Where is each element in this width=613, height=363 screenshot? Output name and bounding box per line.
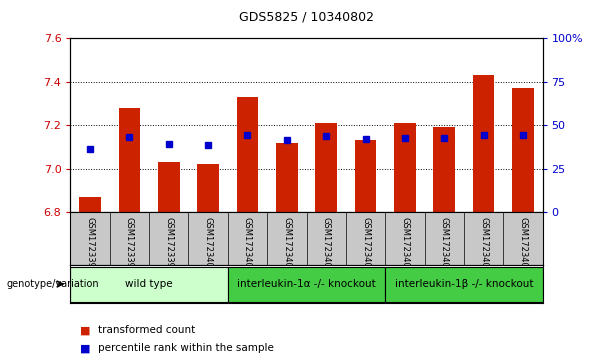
Text: genotype/variation: genotype/variation	[6, 279, 99, 289]
Text: wild type: wild type	[125, 279, 173, 289]
Text: GSM1723400: GSM1723400	[204, 217, 213, 273]
Bar	[158, 162, 180, 212]
Bar	[355, 140, 376, 212]
Text: GDS5825 / 10340802: GDS5825 / 10340802	[239, 11, 374, 24]
Bar	[512, 88, 534, 212]
FancyBboxPatch shape	[228, 266, 385, 302]
Bar	[433, 127, 455, 212]
Text: interleukin-1α -/- knockout: interleukin-1α -/- knockout	[237, 279, 376, 289]
Text: GSM1723401: GSM1723401	[243, 217, 252, 273]
Text: ■: ■	[80, 325, 90, 335]
Bar	[119, 108, 140, 212]
Text: GSM1723407: GSM1723407	[479, 217, 488, 273]
Text: GSM1723406: GSM1723406	[440, 217, 449, 273]
Text: GSM1723399: GSM1723399	[164, 217, 173, 273]
Text: GSM1723404: GSM1723404	[361, 217, 370, 273]
Bar	[237, 97, 258, 212]
Text: GSM1723397: GSM1723397	[86, 217, 94, 273]
FancyBboxPatch shape	[385, 266, 543, 302]
Text: interleukin-1β -/- knockout: interleukin-1β -/- knockout	[395, 279, 533, 289]
Text: GSM1723398: GSM1723398	[125, 217, 134, 273]
Text: GSM1723405: GSM1723405	[400, 217, 409, 273]
Bar	[473, 75, 494, 212]
Bar	[79, 197, 101, 212]
Text: transformed count: transformed count	[98, 325, 196, 335]
Bar	[394, 123, 416, 212]
Text: ■: ■	[80, 343, 90, 354]
Text: percentile rank within the sample: percentile rank within the sample	[98, 343, 274, 354]
Bar	[315, 123, 337, 212]
Text: GSM1723402: GSM1723402	[283, 217, 291, 273]
FancyBboxPatch shape	[70, 266, 228, 302]
Text: GSM1723408: GSM1723408	[519, 217, 527, 273]
Bar	[276, 143, 298, 212]
Text: GSM1723403: GSM1723403	[322, 217, 330, 273]
Bar	[197, 164, 219, 212]
